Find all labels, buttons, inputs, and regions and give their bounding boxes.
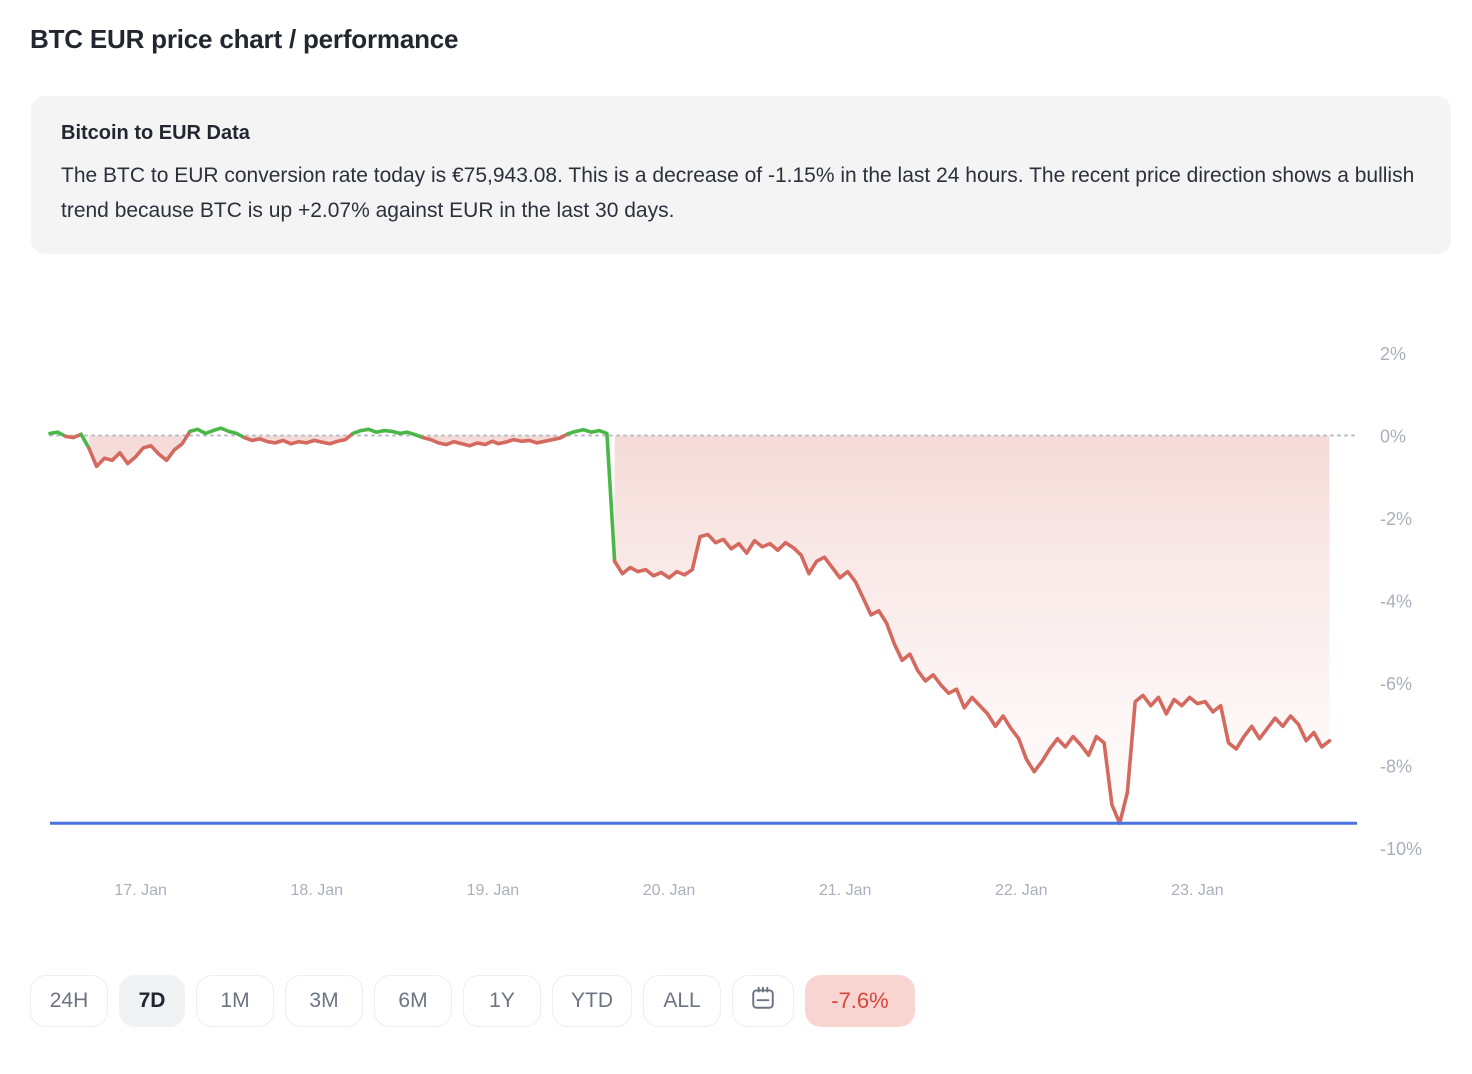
chart-line-segment — [63, 432, 83, 440]
range-button-3m[interactable]: 3M — [285, 975, 363, 1027]
y-axis-tick-label: -6% — [1380, 674, 1412, 694]
range-selector[interactable]: 24H 7D 1M 3M 6M 1Y YTD ALL -7.6% — [30, 975, 915, 1027]
y-axis-tick-label: 2% — [1380, 344, 1406, 364]
x-axis-labels: 17. Jan 18. Jan 19. Jan 20. Jan 21. Jan 22. J… — [114, 882, 1223, 899]
y-axis-labels: 2% 0% -2% -4% -6% -8% -10% — [1380, 344, 1422, 859]
range-button-label: 24H — [49, 989, 89, 1012]
range-button-6m[interactable]: 6M — [374, 975, 452, 1027]
range-button-1m[interactable]: 1M — [196, 975, 274, 1027]
x-axis-tick-label: 19. Jan — [467, 882, 519, 899]
calendar-icon — [750, 985, 776, 1017]
range-button-24h[interactable]: 24H — [30, 975, 108, 1027]
chart-svg[interactable]: 2% 0% -2% -4% -6% -8% -10% 17. Jan 18. Jan 19. J… — [0, 300, 1472, 920]
range-button-label: ALL — [663, 989, 701, 1012]
chart-line-segment — [351, 427, 425, 440]
y-axis-tick-label: -2% — [1380, 509, 1412, 529]
x-axis-tick-label: 23. Jan — [1171, 882, 1223, 899]
info-card: Bitcoin to EUR Data The BTC to EUR conve… — [31, 96, 1451, 254]
x-axis-tick-label: 21. Jan — [819, 882, 871, 899]
calendar-button[interactable] — [732, 975, 794, 1027]
range-button-label: 6M — [398, 989, 428, 1012]
chart-line-segment — [566, 427, 617, 564]
range-button-label: YTD — [571, 989, 613, 1012]
range-button-1y[interactable]: 1Y — [463, 975, 541, 1027]
performance-badge: -7.6% — [805, 975, 915, 1027]
range-button-label: 1Y — [489, 989, 515, 1012]
info-card-title: Bitcoin to EUR Data — [61, 122, 250, 144]
range-button-ytd[interactable]: YTD — [552, 975, 632, 1027]
chart-line-segment — [87, 429, 192, 469]
chart-plot-layers — [48, 426, 1357, 826]
x-axis-tick-label: 20. Jan — [643, 882, 695, 899]
y-axis-tick-label: -4% — [1380, 592, 1412, 612]
chart-line-segment — [188, 426, 247, 440]
x-axis-tick-label: 17. Jan — [114, 882, 166, 899]
y-axis-tick-label: 0% — [1380, 427, 1406, 447]
range-button-label: 3M — [309, 989, 339, 1012]
chart-line-segment — [79, 432, 91, 450]
page-title: BTC EUR price chart / performance — [30, 24, 459, 54]
chart-line-segment — [612, 532, 1332, 826]
y-axis-tick-label: -10% — [1380, 839, 1422, 859]
chart-area-fill — [65, 435, 1330, 824]
range-button-label: 1M — [220, 989, 250, 1012]
chart-line-segment — [421, 432, 570, 448]
chart-line-segment — [242, 431, 355, 446]
x-axis-tick-label: 22. Jan — [995, 882, 1047, 899]
x-axis-tick-label: 18. Jan — [291, 882, 343, 899]
chart-line-segment — [48, 430, 68, 439]
range-button-7d[interactable]: 7D — [119, 975, 185, 1027]
price-chart[interactable]: 2% 0% -2% -4% -6% -8% -10% 17. Jan 18. Jan 19. J… — [0, 300, 1472, 920]
info-card-body: The BTC to EUR conversion rate today is … — [61, 164, 1415, 222]
y-axis-tick-label: -8% — [1380, 757, 1412, 777]
range-button-label: 7D — [138, 989, 166, 1012]
range-button-group[interactable]: 24H 7D 1M 3M 6M 1Y YTD ALL — [30, 975, 721, 1027]
range-button-all[interactable]: ALL — [643, 975, 721, 1027]
